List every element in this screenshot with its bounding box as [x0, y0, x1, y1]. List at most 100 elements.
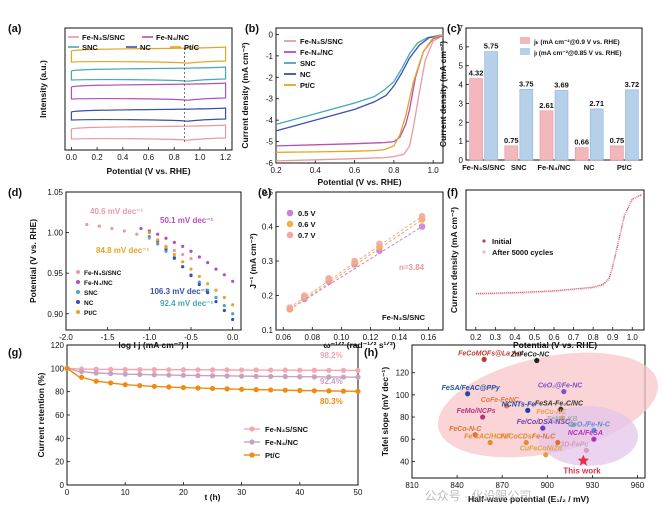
panel-g-marker: [239, 386, 245, 392]
panel-g-marker: [209, 385, 216, 392]
panel-g-marker: [180, 372, 186, 378]
panel-g-marker: [355, 367, 361, 374]
panel-e-ytick-label: 0.5: [262, 188, 274, 197]
panel-d-point: [181, 244, 185, 248]
panel-h-point: [543, 452, 549, 458]
panel-b-ytick-label: -4: [266, 116, 274, 125]
panel-g-marker: [166, 384, 172, 390]
panel-f-ylabel: Current density (mA cm⁻²): [449, 207, 459, 313]
panel-g-ytick-label: 80: [55, 388, 64, 397]
panel-g-xtick-label: 0: [65, 488, 70, 497]
panel-e-point: [418, 212, 426, 220]
panel-g-marker: [224, 386, 230, 392]
panel-d-slope-label: 40.6 mV dec⁻¹: [90, 207, 143, 216]
panel-a-xlabel: Potential (V vs. RHE): [106, 166, 190, 176]
panel-a-legend-label: NC: [140, 43, 151, 52]
panel-a-xtick-label: 0.2: [92, 153, 104, 162]
panel-d-point: [206, 261, 210, 265]
panel-d-frame: [65, 191, 242, 331]
panel-g-marker: [108, 380, 114, 386]
panel-d-ylabel: Potential (V vs. RHE): [28, 219, 38, 303]
panel-e-ytick-label: 0.4: [262, 223, 274, 232]
panel-g-marker: [180, 367, 186, 373]
panel-h-point-label: CuFeCoNiZn: [520, 446, 562, 453]
panel-e-ytick-label: 0.1: [262, 326, 274, 335]
panel-g-marker: [64, 365, 70, 371]
panel-g-marker: [195, 367, 201, 373]
panel-d: (d)-2.0 -1.5 -1.0 -0.5 0.00.900.951.001.05lo…: [8, 187, 242, 350]
panel-g-xlabel: t (h): [204, 492, 220, 502]
cv-fen4: [70, 82, 227, 101]
panel-h-point: [540, 425, 546, 431]
panel-b-ytick-label: -1: [266, 52, 274, 61]
panel-f-xtick-label: 0.9: [607, 333, 619, 342]
panel-h-xlabel: Half-wave potential (E₁/₂ / mV): [468, 494, 589, 504]
panel-g-marker: [282, 373, 288, 380]
panel-c-bar: [589, 108, 604, 161]
panel-h-point-label: FeCu-NC: [536, 409, 567, 416]
panel-c-category: Fe-N₄/NC: [537, 163, 571, 172]
panel-g-marker: [78, 368, 85, 375]
panel-h-ytick-label: 80: [400, 413, 409, 422]
panel-d-point: [147, 230, 151, 235]
panel-g-marker: [209, 367, 216, 373]
panel-e-xtick-label: 0.14: [392, 333, 408, 342]
panel-d-point: [172, 252, 176, 257]
panel-d-point: [164, 245, 168, 249]
panel-b-xtick-label: 0.4: [310, 166, 322, 175]
panel-d-point: [110, 226, 114, 231]
panel-d-point: [214, 267, 218, 271]
panel-b-label: (b): [245, 23, 259, 35]
panel-d-point: [181, 260, 185, 264]
panel-g-ytick-label: 120: [51, 341, 65, 350]
panel-d-xtick-label: -1.5: [101, 333, 115, 342]
panel-g-marker: [253, 373, 259, 379]
panel-h-point: [558, 406, 564, 412]
panel-d-xtick-label: -0.5: [184, 333, 198, 342]
panel-g-xtick-label: 50: [354, 488, 363, 497]
panel-d-point: [172, 248, 176, 253]
panel-g-marker: [166, 372, 172, 378]
panel-e-xtick-label: 0.10: [334, 333, 350, 342]
panel-d-label: (d): [8, 187, 22, 199]
panel-d-point: [197, 280, 201, 284]
panel-g-ytick-label: 0: [60, 481, 65, 490]
panel-b-xtick-label: 0.6: [349, 166, 361, 175]
panel-g-marker: [268, 367, 274, 373]
panel-h-shaded-region: [538, 406, 638, 466]
panel-e-fit-line: [289, 226, 423, 310]
panel-e-legend-swatch: [286, 231, 294, 239]
panel-g-marker: [355, 374, 361, 380]
panel-g-xtick-label: 40: [295, 488, 304, 497]
panel-h-point: [525, 407, 531, 413]
panel-h-point: [559, 415, 565, 421]
panel-d-point: [172, 256, 176, 260]
panel-d-point: [197, 274, 201, 279]
panel-h-this-work-star: [577, 454, 590, 466]
panel-b: (b) 0.2 0.4 0.6 0.8 1.0 -6 -5 -4 -3 -2 -1 0 Potential…: [240, 23, 444, 187]
panel-c-legend-swatch: [520, 37, 530, 44]
panel-c-bar: [519, 88, 534, 161]
panel-a-xtick-label: 0.6: [143, 153, 155, 162]
panel-g-marker: [166, 367, 172, 373]
panel-e-ytick-label: 0.3: [262, 257, 274, 266]
panel-h-ytick-label: 120: [396, 369, 410, 378]
panel-h-point: [504, 403, 510, 409]
panel-b-xtick-label: 0.8: [388, 166, 400, 175]
panel-d-point: [85, 222, 89, 227]
panel-d-point: [122, 229, 126, 233]
panel-c-bar: [625, 89, 639, 161]
panel-b-ytick-label: -2: [266, 73, 274, 82]
panel-g-marker: [137, 382, 143, 389]
panel-f-legend-swatch: [482, 239, 486, 243]
panel-g-marker: [297, 367, 303, 373]
panel-c-bar: [484, 51, 498, 161]
panel-g-marker: [297, 374, 303, 380]
panel-a-label: (a): [8, 23, 22, 35]
panel-c-label: (c): [447, 23, 461, 35]
panel-c-bar: [469, 78, 483, 161]
panel-h-xtick-label: 840: [450, 481, 464, 490]
panel-c-bar: [504, 145, 519, 161]
panel-h-point-label: 3D-FePc: [560, 441, 588, 448]
